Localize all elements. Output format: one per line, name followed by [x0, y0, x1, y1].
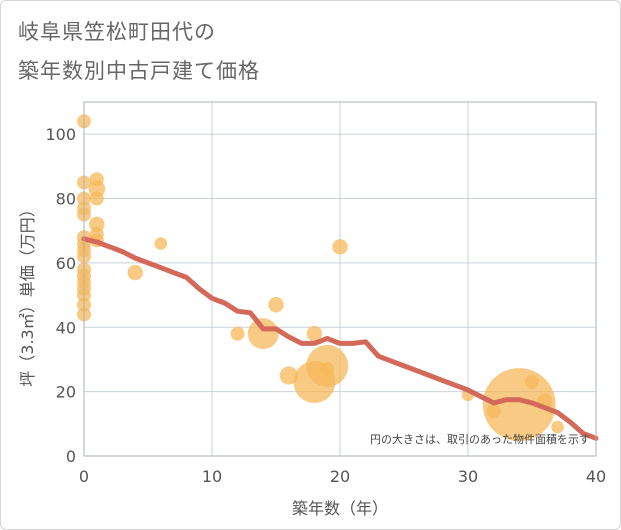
- chart-title-line1: 岐阜県笠松町田代の: [18, 20, 216, 44]
- y-tick-label-2: 40: [56, 318, 76, 337]
- y-tick-label-1: 20: [56, 383, 76, 402]
- bubble-38: [551, 420, 564, 434]
- bubble-32: [332, 239, 348, 255]
- y-tick-labels: 0 20 40 60 80 100: [45, 125, 76, 466]
- plot-border: [83, 101, 597, 457]
- y-tick-label-0: 0: [66, 447, 76, 466]
- bubble-23: [154, 237, 168, 250]
- chart-title-line2: 築年数別中古戸建て価格: [18, 59, 260, 83]
- bubble-27: [279, 366, 298, 385]
- x-tick-label-0: 0: [79, 467, 89, 486]
- bubble-24: [230, 326, 245, 341]
- y-tick-label-3: 60: [56, 254, 76, 273]
- bubble-28: [306, 326, 323, 342]
- x-tick-label-4: 40: [586, 467, 606, 486]
- x-tick-label-2: 20: [330, 467, 350, 486]
- bubble-18: [89, 191, 104, 206]
- y-axis-label: 坪（3.3㎡）単価（万円）: [18, 201, 37, 386]
- trend-line: [81, 236, 599, 441]
- x-tick-label-3: 30: [458, 467, 478, 486]
- x-axis-label: 築年数（年）: [292, 499, 388, 518]
- y-tick-label-5: 100: [45, 125, 76, 144]
- size-note: 円の大きさは、取引のあった物件面積を示す: [370, 432, 590, 446]
- bubble-26: [268, 297, 284, 313]
- bubble-34: [486, 403, 501, 418]
- y-tick-label-4: 80: [56, 190, 76, 209]
- x-tick-label-1: 10: [202, 467, 222, 486]
- bubble-22: [127, 264, 143, 281]
- bubble-31: [320, 362, 335, 377]
- x-tick-labels: 0 10 20 30 40: [79, 467, 606, 486]
- bubble-16: [89, 172, 104, 187]
- bubble-36: [525, 374, 539, 389]
- bubble-25: [247, 318, 279, 350]
